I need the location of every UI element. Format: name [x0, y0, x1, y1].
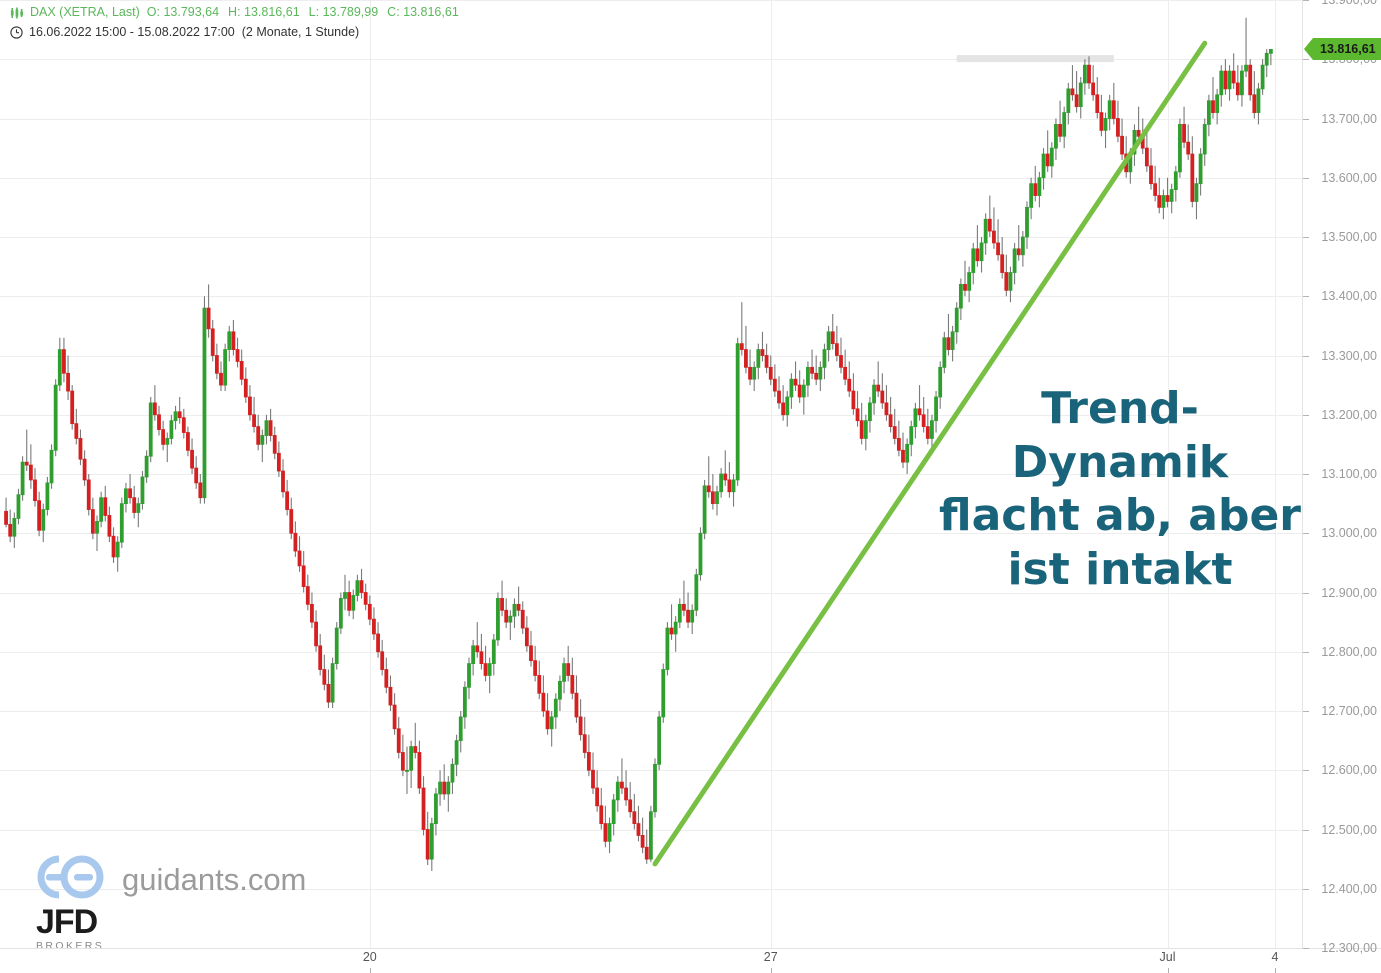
price-axis-tick	[1303, 711, 1309, 712]
price-axis-tick	[1303, 296, 1309, 297]
price-axis-label: 12.400,00	[1321, 881, 1377, 896]
price-axis-tick	[1303, 237, 1309, 238]
legend-ohlc-row: DAX (XETRA, Last) O: 13.793,64 H: 13.816…	[10, 4, 468, 21]
chart-legend: DAX (XETRA, Last) O: 13.793,64 H: 13.816…	[10, 4, 468, 41]
time-axis-tick	[370, 968, 371, 973]
clock-icon	[10, 26, 23, 39]
guidants-logo-icon	[34, 855, 108, 904]
price-axis-label: 12.500,00	[1321, 822, 1377, 837]
price-axis-label: 12.700,00	[1321, 704, 1377, 718]
resistance-zone[interactable]	[956, 55, 1114, 63]
price-tag-value: 13.816,61	[1313, 38, 1381, 61]
price-axis-label: 12.600,00	[1321, 763, 1377, 778]
guidants-watermark: guidants.com	[34, 855, 306, 904]
price-axis-tick	[1303, 533, 1309, 534]
price-axis-label: 13.200,00	[1321, 407, 1377, 422]
annotation-line-3: flacht ab, aber	[938, 490, 1301, 542]
price-axis-label: 13.100,00	[1321, 467, 1377, 481]
x-axis-separator	[0, 948, 1381, 949]
price-axis-label: 12.900,00	[1321, 585, 1377, 600]
price-axis-label: 12.800,00	[1321, 644, 1377, 659]
time-axis[interactable]: 2027Jul4111825Aug815	[0, 948, 1303, 973]
price-axis-tick	[1303, 356, 1309, 357]
price-axis-tick	[1303, 830, 1309, 831]
annotation-line-4: ist intakt	[1007, 544, 1233, 596]
price-tag-arrow	[1304, 38, 1313, 61]
y-axis-separator	[1302, 0, 1303, 948]
price-axis-tick	[1303, 119, 1309, 120]
price-axis-label: 13.900,00	[1321, 0, 1377, 7]
price-axis[interactable]: 13.900,0013.800,0013.700,0013.600,0013.5…	[1303, 0, 1381, 955]
time-axis-label: 20	[362, 950, 377, 964]
price-axis-tick	[1303, 0, 1309, 1]
time-axis-label: 27	[763, 950, 778, 964]
price-axis-label: 13.700,00	[1321, 111, 1377, 126]
jfd-watermark: JFD BROKERS	[36, 905, 104, 952]
price-axis-label: 12.300,00	[1321, 941, 1377, 955]
price-axis-label: 13.500,00	[1321, 230, 1377, 244]
legend-instrument: DAX (XETRA, Last)	[30, 5, 140, 20]
price-axis-tick	[1303, 178, 1309, 179]
candles[interactable]	[4, 17, 1273, 871]
price-axis-label: 13.000,00	[1321, 526, 1377, 541]
legend-date-range: 16.06.2022 15:00 - 15.08.2022 17:00	[29, 25, 235, 40]
jfd-logo-sub: BROKERS	[36, 940, 105, 952]
legend-close: C: 13.816,61	[387, 5, 459, 20]
legend-high: H: 13.816,61	[228, 5, 300, 20]
legend-range-row: 16.06.2022 15:00 - 15.08.2022 17:00 (2 M…	[10, 24, 468, 41]
legend-open: O: 13.793,64	[146, 5, 220, 20]
price-axis-tick	[1303, 415, 1309, 416]
price-axis-label: 13.600,00	[1321, 170, 1377, 185]
time-axis-label: Jul	[1159, 950, 1176, 964]
candlestick-icon	[10, 7, 24, 19]
time-axis-label: 4	[1271, 950, 1279, 964]
guidants-wordmark: guidants.com	[122, 861, 307, 897]
price-axis-label: 13.300,00	[1321, 348, 1377, 363]
annotation-line-2: Dynamik	[1011, 436, 1229, 488]
legend-interval: (2 Monate, 1 Stunde)	[241, 25, 360, 40]
time-axis-tick	[1275, 968, 1276, 973]
price-axis-label: 13.400,00	[1321, 289, 1377, 304]
time-axis-tick	[1168, 968, 1169, 973]
price-axis-tick	[1303, 889, 1309, 890]
legend-low: L: 13.789,99	[308, 5, 379, 20]
price-axis-tick	[1303, 593, 1309, 594]
price-axis-tick	[1303, 948, 1309, 949]
last-price-tag[interactable]: 13.816,61	[1304, 38, 1381, 61]
annotation-line-1: Trend-	[1041, 383, 1199, 434]
price-axis-tick	[1303, 770, 1309, 771]
uptrend-line[interactable]	[652, 40, 1208, 867]
chart-annotation: Trend- Dynamik flacht ab, aber ist intakt	[925, 382, 1315, 597]
time-axis-tick	[771, 968, 772, 973]
price-axis-tick	[1303, 474, 1309, 475]
jfd-logo-text: JFD	[36, 903, 98, 941]
price-axis-tick	[1303, 652, 1309, 653]
